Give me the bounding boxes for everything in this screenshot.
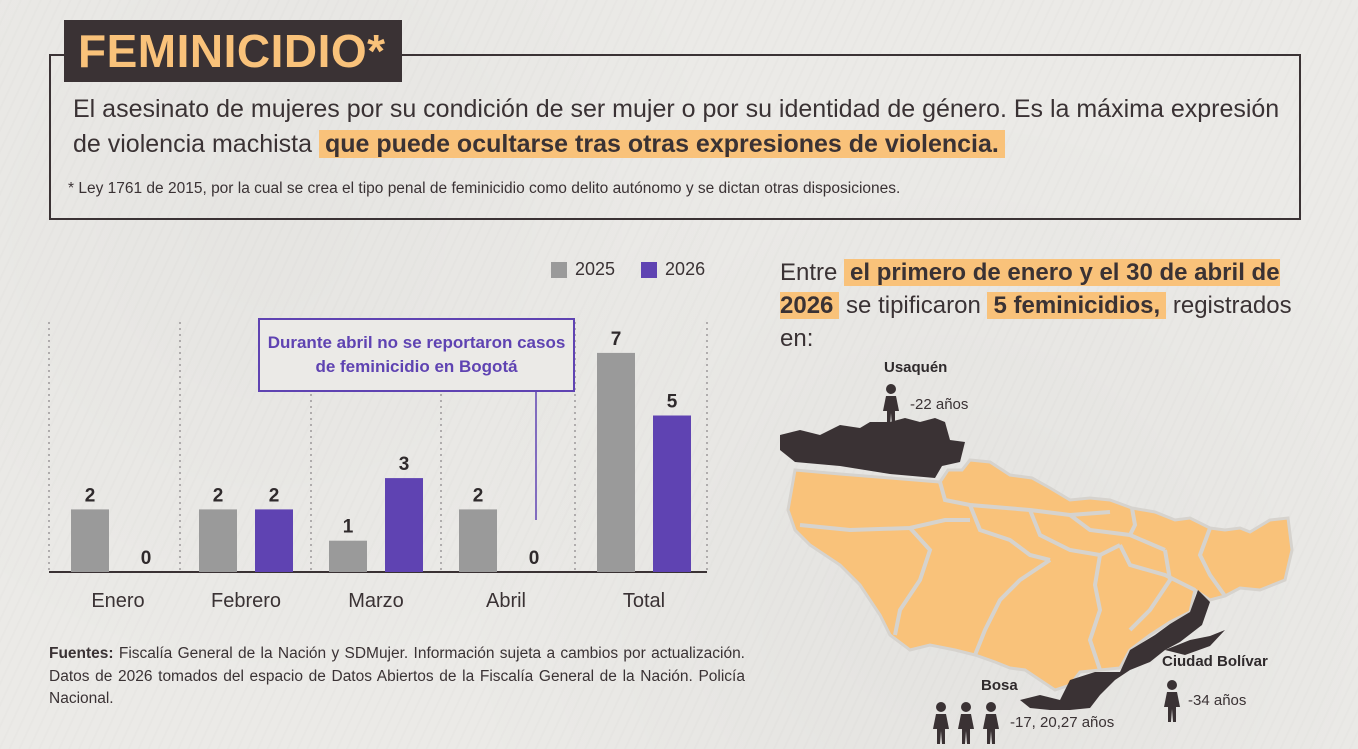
person-icon (983, 702, 999, 744)
stat-text: Entre el primero de enero y el 30 de abr… (780, 256, 1320, 355)
person-icon (883, 384, 899, 426)
definition-footnote: * Ley 1761 de 2015, por la cual se crea … (68, 180, 901, 197)
category-label-febrero: Febrero (211, 590, 281, 612)
definition-text: El asesinato de mujeres por su condición… (73, 92, 1288, 162)
data-label: 2 (473, 485, 484, 506)
chart-annotation: Durante abril no se reportaron casos de … (258, 318, 575, 392)
sources-text: Fiscalía General de la Nación y SDMujer.… (49, 645, 745, 707)
map-body (786, 458, 1294, 692)
page-title: FEMINICIDIO* (64, 20, 402, 82)
bar-2025-enero (71, 509, 109, 572)
bar-2025-marzo (329, 540, 367, 572)
locality-name-bosa: Bosa (981, 677, 1018, 694)
locality-ages-ciudad-bolivar: -34 años (1188, 692, 1247, 709)
bar-2025-febrero (199, 509, 237, 572)
category-label-marzo: Marzo (348, 590, 404, 612)
data-label: 2 (213, 485, 224, 506)
stat-part-2: se tipificaron (839, 292, 988, 319)
data-label: 5 (667, 392, 678, 413)
person-icon (933, 702, 949, 744)
bar-2025-abril (459, 509, 497, 572)
data-label: 3 (399, 454, 410, 475)
legend-label-2026: 2026 (665, 259, 706, 279)
sources-note: Fuentes: Fiscalía General de la Nación y… (49, 643, 745, 711)
bogota-map (780, 418, 1294, 710)
chart-legend: 2025 2026 (551, 259, 705, 280)
legend-swatch-2026 (641, 261, 658, 278)
stat-highlight-count: 5 feminicidios, (987, 292, 1167, 319)
definition-highlight: que puede ocultarse tras otras expresion… (318, 130, 1005, 158)
bar-2025-total (597, 352, 635, 572)
legend-swatch-2025 (551, 261, 567, 278)
person-icon (958, 702, 974, 744)
data-label: 0 (141, 548, 152, 569)
map-usaquen (780, 418, 965, 478)
stat-part-1: Entre (780, 259, 845, 286)
map-borders (799, 481, 1227, 671)
bar-2026-total (653, 415, 691, 572)
category-label-total: Total (623, 590, 665, 612)
map-ciudad-bolivar (1020, 590, 1210, 710)
stat-part-3: registrados en: (780, 292, 1292, 352)
category-label-enero: Enero (91, 590, 144, 612)
locality-name-usaquen: Usaquén (884, 359, 948, 376)
data-label: 2 (269, 485, 280, 506)
legend-label-2025: 2025 (575, 259, 616, 279)
bar-2026-marzo (385, 478, 423, 572)
definition-box (49, 54, 1301, 220)
locality-name-ciudad-bolivar: Ciudad Bolívar (1162, 653, 1268, 670)
person-icon (1164, 680, 1180, 722)
data-label: 2 (85, 485, 96, 506)
map-ciudad-bolivar-east (1165, 630, 1225, 655)
definition-plain: El asesinato de mujeres por su condición… (73, 95, 1280, 158)
sources-label: Fuentes: (49, 645, 114, 662)
category-label-abril: Abril (486, 590, 526, 612)
bar-2026-febrero (255, 509, 293, 572)
data-label: 0 (529, 548, 540, 569)
data-label: 1 (343, 517, 354, 538)
data-label: 7 (611, 329, 622, 350)
locality-ages-usaquen: -22 años (910, 396, 969, 413)
locality-ages-bosa: -17, 20,27 años (1010, 714, 1115, 731)
